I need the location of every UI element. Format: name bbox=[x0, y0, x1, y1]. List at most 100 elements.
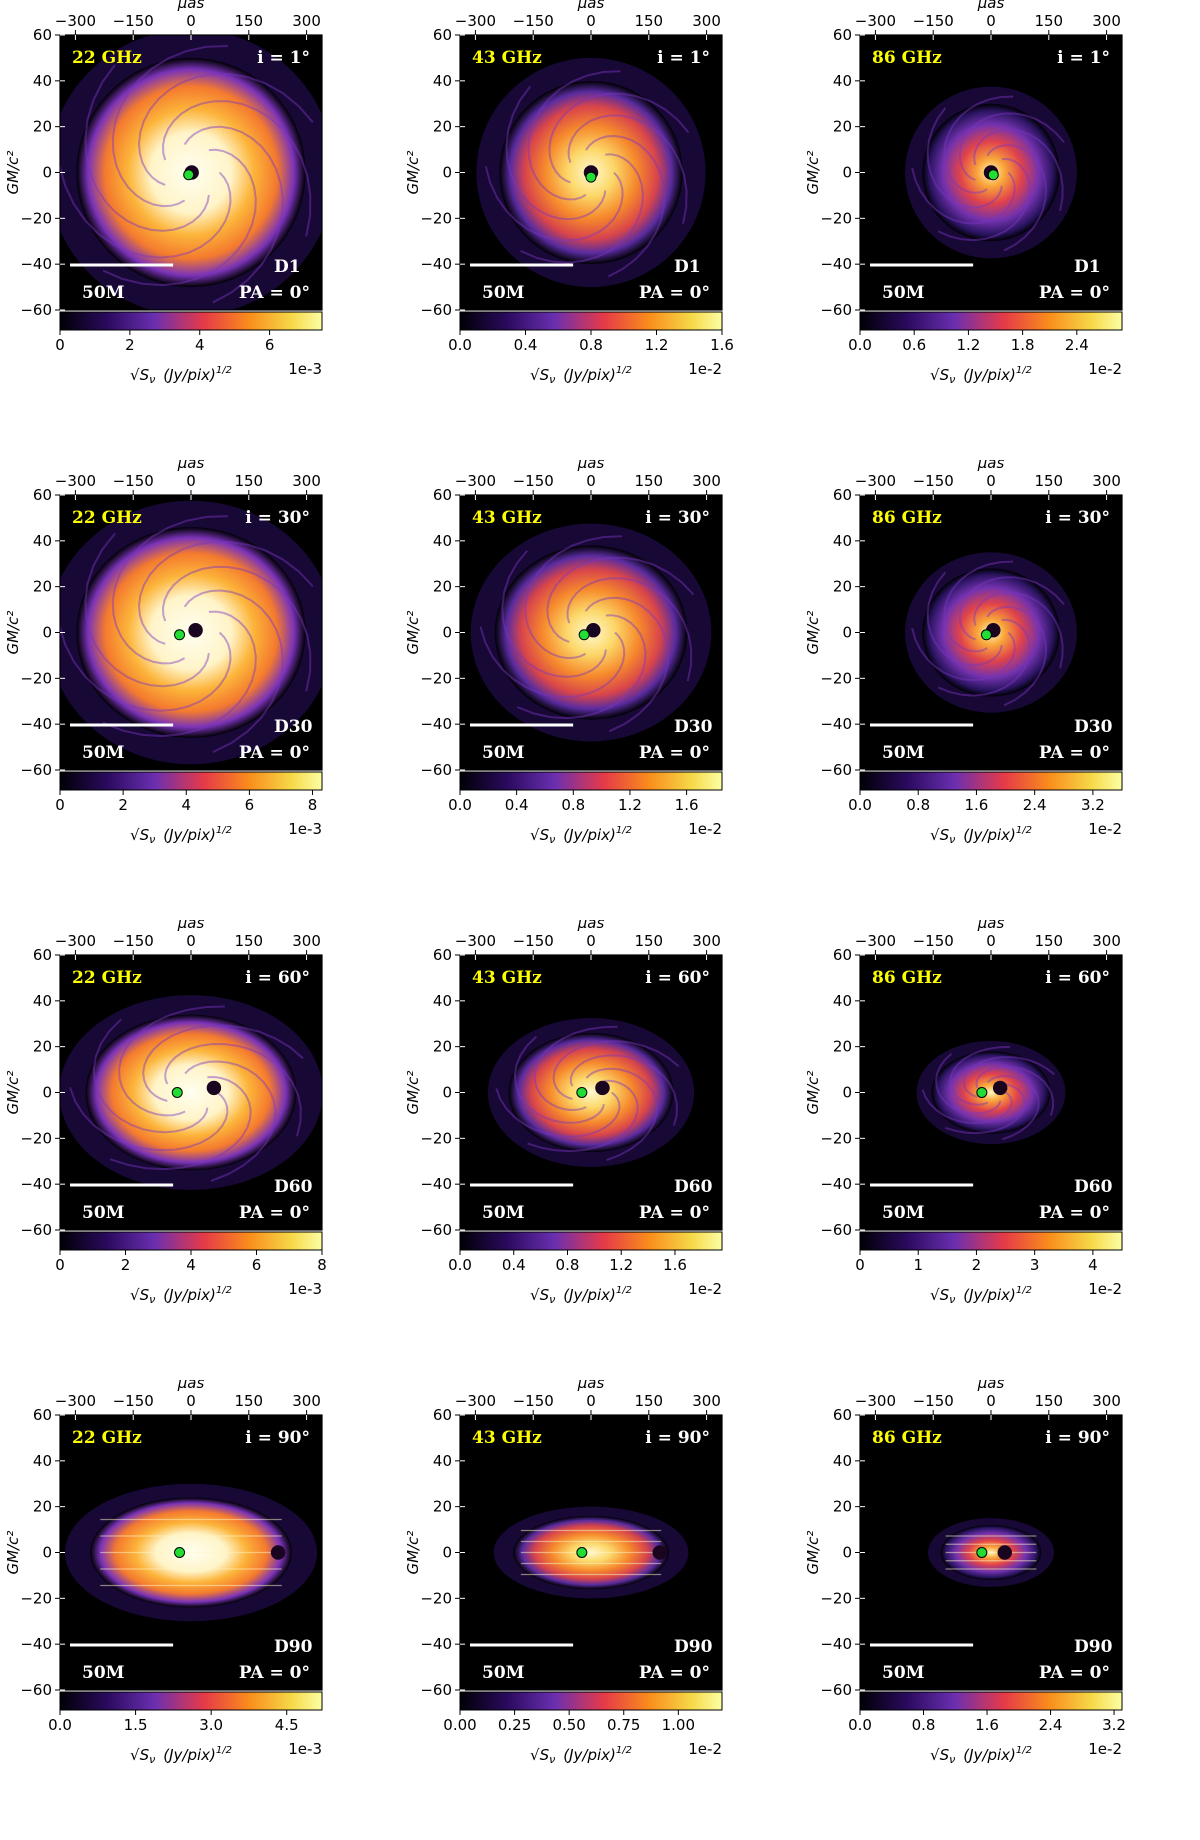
left-tick-label: −60 bbox=[20, 301, 52, 319]
left-tick-label: 40 bbox=[433, 72, 452, 90]
center-marker bbox=[980, 629, 992, 641]
colorbar-tick-label: 0.0 bbox=[48, 1716, 72, 1734]
colorbar-label-sqrt: √S bbox=[530, 366, 550, 384]
black-hole-shadow bbox=[997, 1545, 1012, 1560]
top-tick-label: 150 bbox=[1034, 932, 1063, 950]
left-tick-label: 0 bbox=[42, 1084, 52, 1102]
left-tick-label: −20 bbox=[420, 209, 452, 227]
top-tick-label: 0 bbox=[186, 12, 196, 30]
colorbar bbox=[459, 311, 723, 331]
scale-bar-label: 50M bbox=[882, 1663, 925, 1683]
center-marker bbox=[174, 629, 186, 641]
colorbar-tick-label: 1.8 bbox=[1011, 336, 1035, 354]
colorbar-tick-label: 0 bbox=[855, 1256, 865, 1274]
colorbar-label-units: (Jy/pix) bbox=[963, 1746, 1016, 1764]
left-tick-label: −40 bbox=[820, 255, 852, 273]
inclination-label: i = 90° bbox=[245, 1428, 310, 1448]
black-hole-shadow bbox=[595, 1080, 610, 1096]
spiral-arm bbox=[183, 589, 284, 753]
left-axis-label: GM/c² bbox=[4, 611, 22, 655]
top-tick-label: 0 bbox=[986, 472, 996, 490]
top-tick-label: 300 bbox=[1092, 932, 1121, 950]
left-tick-label: −40 bbox=[820, 715, 852, 733]
spiral-arm bbox=[949, 1045, 1011, 1106]
model-label: D60 bbox=[1074, 1177, 1113, 1197]
colorbar-tick-label: 1.2 bbox=[609, 1256, 633, 1274]
center-marker bbox=[987, 169, 999, 181]
top-tick-label: 300 bbox=[1092, 1392, 1121, 1410]
colorbar-label-sqrt: √S bbox=[530, 1286, 550, 1304]
colorbar-tick-label: 0.8 bbox=[912, 1716, 936, 1734]
spiral-arm bbox=[546, 556, 695, 643]
left-axis-label: GM/c² bbox=[404, 1531, 422, 1575]
emission-disk bbox=[85, 1014, 297, 1171]
spiral-arm bbox=[527, 70, 621, 201]
center-marker bbox=[576, 1547, 588, 1558]
left-tick-label: −20 bbox=[820, 1129, 852, 1147]
top-tick-label: 300 bbox=[292, 1392, 321, 1410]
colorbar-tick-label: 1.2 bbox=[645, 336, 669, 354]
spiral-arm bbox=[111, 45, 228, 208]
top-tick-label: −150 bbox=[113, 1392, 154, 1410]
colorbar-label-nu: ν bbox=[149, 833, 155, 846]
colorbar-label-exp: 1/2 bbox=[616, 1285, 632, 1296]
colorbar-tick-label: 0 bbox=[55, 796, 65, 814]
colorbar-label-nu: ν bbox=[949, 833, 955, 846]
left-tick-label: 20 bbox=[833, 1038, 852, 1056]
colorbar-label-nu: ν bbox=[549, 1753, 555, 1766]
colorbar-label: √Sν (Jy/pix)1/2 bbox=[130, 825, 232, 846]
scale-bar-label: 50M bbox=[82, 1203, 125, 1223]
intensity-image bbox=[487, 1018, 695, 1167]
frequency-label: 22 GHz bbox=[72, 508, 142, 528]
position-angle-label: PA = 0° bbox=[1039, 283, 1110, 303]
colorbar-exponent: 1e-2 bbox=[1088, 1740, 1122, 1758]
top-axis-label: μas bbox=[577, 1380, 605, 1392]
model-label: D1 bbox=[674, 257, 701, 277]
spiral-arm bbox=[943, 95, 1014, 194]
frequency-label: 22 GHz bbox=[72, 48, 142, 68]
colorbar-exponent: 1e-3 bbox=[288, 360, 322, 378]
colorbar-label-sqrt: √S bbox=[530, 1746, 550, 1764]
colorbar-label-sqrt: √S bbox=[130, 1286, 150, 1304]
chart-svg: −300 −150 0 150 300 μas 60 40 20 0 −20 −40 −60 GM/c² 8… bbox=[804, 1380, 1126, 1766]
colorbar-tick-label: 6 bbox=[265, 336, 275, 354]
top-tick-label: −150 bbox=[113, 472, 154, 490]
top-axis-label: μas bbox=[177, 460, 205, 472]
left-tick-label: 60 bbox=[833, 26, 852, 44]
model-label: D90 bbox=[1074, 1637, 1113, 1657]
spiral-arm bbox=[937, 157, 1031, 242]
inclination-label: i = 60° bbox=[645, 968, 710, 988]
colorbar-tick-label: 2 bbox=[125, 336, 135, 354]
intensity-image bbox=[60, 995, 322, 1190]
spiral-arm bbox=[84, 64, 210, 232]
colorbar-label-units: (Jy/pix) bbox=[563, 1286, 616, 1304]
left-tick-label: 60 bbox=[433, 946, 452, 964]
colorbar-tick-label: 8 bbox=[308, 796, 318, 814]
spiral-arm bbox=[69, 1086, 229, 1152]
left-tick-label: −20 bbox=[820, 669, 852, 687]
colorbar-label: √Sν (Jy/pix)1/2 bbox=[930, 1745, 1032, 1766]
left-tick-label: −20 bbox=[420, 1129, 452, 1147]
spiral-arm bbox=[183, 125, 284, 304]
panel-43ghz-d30: −300 −150 0 150 300 μas 60 40 20 0 −20 −40 −60 GM/c² 4… bbox=[400, 460, 800, 920]
colorbar-label: √Sν (Jy/pix)1/2 bbox=[530, 1745, 632, 1766]
colorbar-label-units: (Jy/pix) bbox=[963, 1286, 1016, 1304]
inclination-label: i = 30° bbox=[1045, 508, 1110, 528]
colorbar-exponent: 1e-2 bbox=[688, 360, 722, 378]
left-tick-label: 20 bbox=[433, 1498, 452, 1516]
left-tick-label: −40 bbox=[20, 1175, 52, 1193]
position-angle-label: PA = 0° bbox=[239, 283, 310, 303]
colorbar-label: √Sν (Jy/pix)1/2 bbox=[130, 1285, 232, 1306]
position-angle-label: PA = 0° bbox=[639, 743, 710, 763]
spiral-arm bbox=[569, 1054, 678, 1127]
colorbar-exponent: 1e-3 bbox=[288, 820, 322, 838]
panel-22ghz-d30: −300 −150 0 150 300 μas 60 40 20 0 −20 −40 −60 GM/c² 2… bbox=[0, 460, 400, 920]
top-tick-label: −300 bbox=[55, 12, 96, 30]
top-tick-label: 0 bbox=[986, 932, 996, 950]
left-tick-label: −60 bbox=[820, 1221, 852, 1239]
colorbar-tick-label: 0.00 bbox=[443, 1716, 476, 1734]
center-marker bbox=[976, 1547, 988, 1558]
inclination-label: i = 1° bbox=[1057, 48, 1110, 68]
colorbar-tick-label: 4 bbox=[195, 336, 205, 354]
left-tick-label: 40 bbox=[833, 1452, 852, 1470]
